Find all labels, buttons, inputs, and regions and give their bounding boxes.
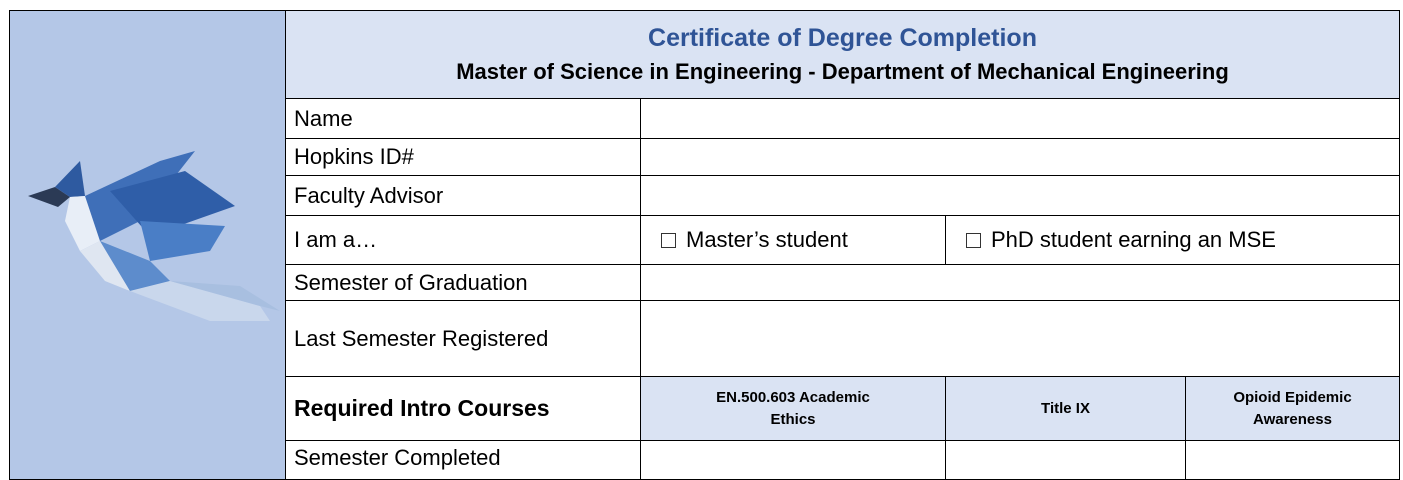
course-header: Title IX (945, 376, 1186, 441)
side-panel (9, 10, 286, 480)
header-cell: Certificate of Degree Completion Master … (285, 10, 1400, 99)
course-header: EN.500.603 Academic Ethics (640, 376, 946, 441)
checkbox-option[interactable]: Master’s student (640, 215, 946, 265)
course-header: Opioid Epidemic Awareness (1185, 376, 1400, 441)
checkbox-option[interactable]: PhD student earning an MSE (945, 215, 1400, 265)
field-input[interactable] (640, 440, 946, 480)
field-input[interactable] (640, 300, 1400, 377)
field-label: Last Semester Registered (285, 300, 641, 377)
option-text: PhD student earning an MSE (991, 227, 1276, 252)
courses-label: Required Intro Courses (285, 376, 641, 441)
form-title: Certificate of Degree Completion (648, 24, 1037, 52)
field-input[interactable] (640, 175, 1400, 216)
form-subtitle: Master of Science in Engineering - Depar… (456, 59, 1229, 84)
field-input[interactable] (640, 98, 1400, 139)
field-label: Semester of Graduation (285, 264, 641, 301)
field-input[interactable] (640, 264, 1400, 301)
option-text: Master’s student (686, 227, 848, 252)
field-label: Name (285, 98, 641, 139)
field-label: Hopkins ID# (285, 138, 641, 176)
bird-logo (28, 151, 280, 321)
field-label: Faculty Advisor (285, 175, 641, 216)
checkbox[interactable] (661, 232, 676, 248)
field-input[interactable] (640, 138, 1400, 176)
field-label: I am a… (285, 215, 641, 265)
field-label: Semester Completed (285, 440, 641, 480)
field-input[interactable] (945, 440, 1186, 480)
field-input[interactable] (1185, 440, 1400, 480)
checkbox[interactable] (966, 232, 981, 248)
